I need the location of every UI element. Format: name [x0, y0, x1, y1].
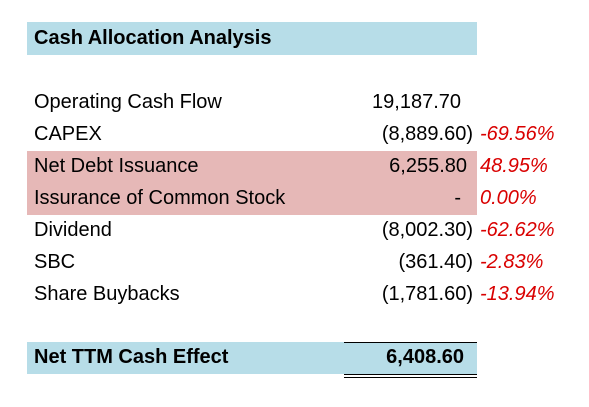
financing-highlight: [27, 151, 477, 215]
row-label: Issurance of Common Stock: [34, 187, 286, 209]
total-row[interactable]: Net TTM Cash Effect 6,408.60: [27, 342, 477, 374]
table-row-sbc[interactable]: SBC (361.40) -2.83%: [27, 247, 567, 279]
row-label: Operating Cash Flow: [34, 91, 222, 113]
table-row-capex[interactable]: CAPEX (8,889.60) -69.56%: [27, 119, 567, 151]
row-label: CAPEX: [34, 123, 102, 145]
row-percent: -2.83%: [480, 251, 544, 273]
row-value: -: [454, 187, 461, 209]
row-percent: -13.94%: [480, 283, 555, 305]
table-row-dividend[interactable]: Dividend (8,002.30) -62.62%: [27, 215, 567, 247]
total-double-underline: [344, 377, 477, 378]
row-value: (1,781.60): [381, 283, 473, 305]
page-title: Cash Allocation Analysis: [34, 27, 272, 49]
total-value: 6,408.60: [386, 346, 464, 368]
title-cell[interactable]: Cash Allocation Analysis: [27, 22, 477, 55]
row-label: SBC: [34, 251, 76, 273]
table-row-common-stock[interactable]: Issurance of Common Stock - 0.00%: [27, 183, 567, 215]
total-double-underline: [344, 374, 477, 375]
row-label: Share Buybacks: [34, 283, 180, 305]
total-top-border: [344, 342, 477, 343]
total-label: Net TTM Cash Effect: [34, 346, 229, 368]
row-percent: 48.95%: [480, 155, 548, 177]
row-value: 19,187.70: [372, 91, 461, 113]
row-percent: 0.00%: [480, 187, 537, 209]
table-row-net-debt-issuance[interactable]: Net Debt Issuance 6,255.80 48.95%: [27, 151, 567, 183]
row-percent: -69.56%: [480, 123, 555, 145]
row-value: (361.40): [398, 251, 474, 273]
row-label: Net Debt Issuance: [34, 155, 199, 177]
row-percent: -62.62%: [480, 219, 555, 241]
row-value: (8,002.30): [381, 219, 473, 241]
row-value: 6,255.80: [389, 155, 467, 177]
table-row-share-buybacks[interactable]: Share Buybacks (1,781.60) -13.94%: [27, 279, 567, 311]
table-row-operating-cash-flow[interactable]: Operating Cash Flow 19,187.70: [27, 87, 567, 119]
row-value: (8,889.60): [381, 123, 473, 145]
row-label: Dividend: [34, 219, 112, 241]
